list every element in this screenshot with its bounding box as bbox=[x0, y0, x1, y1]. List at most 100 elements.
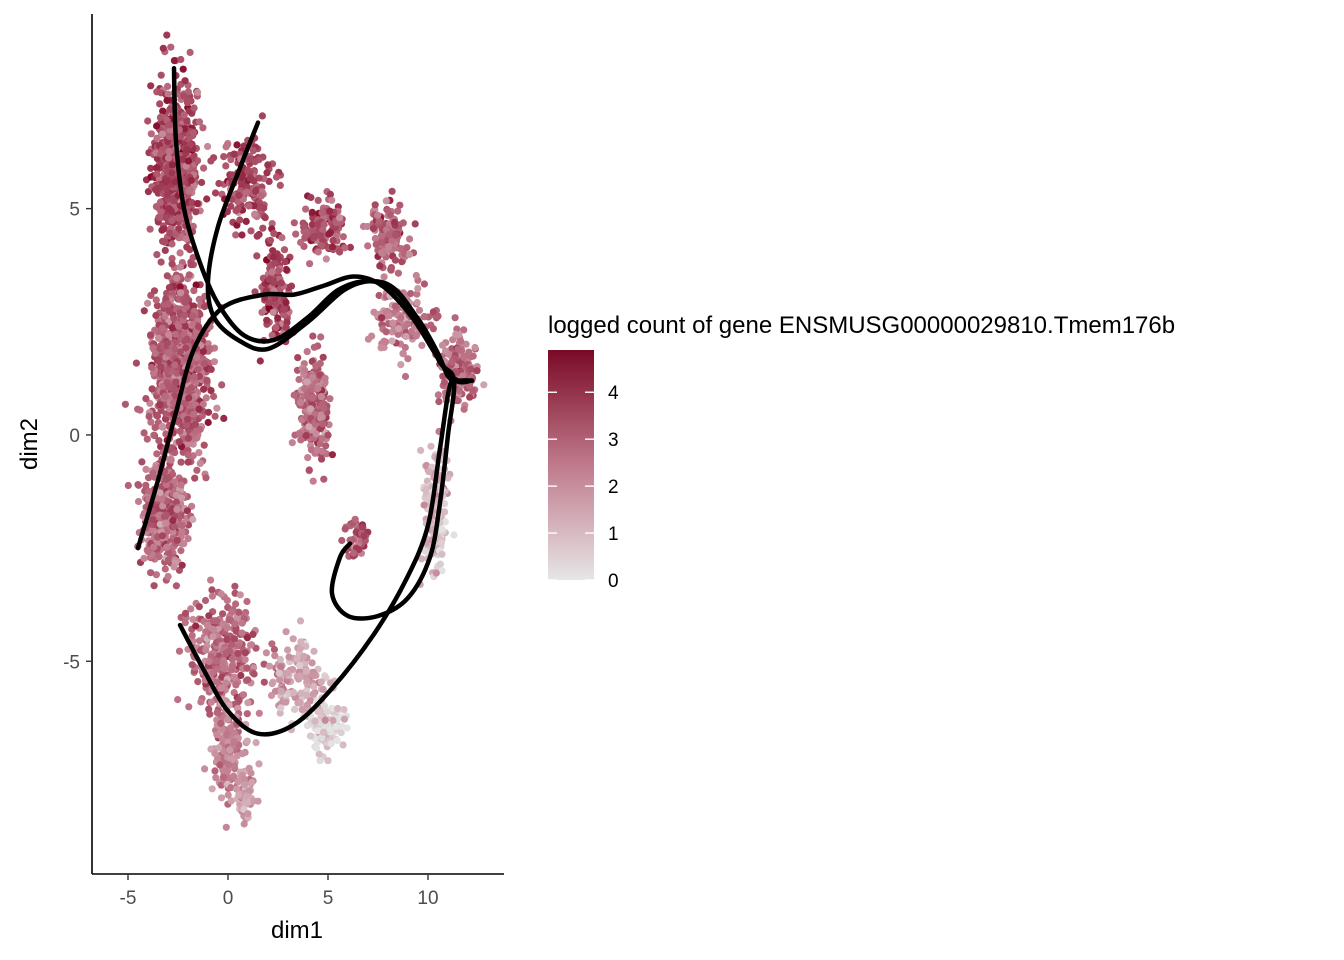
data-point bbox=[177, 481, 185, 489]
data-point bbox=[268, 680, 276, 688]
data-point bbox=[434, 312, 442, 320]
data-point bbox=[171, 392, 179, 400]
data-point bbox=[143, 435, 151, 443]
data-point bbox=[385, 242, 393, 251]
data-point bbox=[455, 387, 463, 395]
data-point bbox=[247, 641, 255, 649]
data-point bbox=[140, 307, 148, 315]
data-point bbox=[220, 414, 228, 422]
data-point bbox=[165, 121, 174, 129]
data-point bbox=[162, 214, 170, 222]
data-point bbox=[155, 357, 163, 365]
data-point bbox=[383, 206, 391, 214]
data-point bbox=[310, 647, 318, 655]
data-point bbox=[308, 208, 316, 216]
data-point bbox=[228, 666, 236, 674]
y-axis-title: dim2 bbox=[16, 418, 43, 470]
data-point bbox=[244, 166, 252, 174]
data-point bbox=[173, 536, 181, 544]
data-point bbox=[165, 132, 173, 140]
data-point bbox=[201, 765, 209, 773]
data-point bbox=[382, 338, 390, 346]
data-point bbox=[195, 449, 203, 457]
data-point bbox=[145, 412, 153, 420]
data-point bbox=[243, 710, 251, 718]
data-point bbox=[146, 399, 154, 407]
data-point bbox=[184, 88, 192, 96]
data-point bbox=[303, 348, 311, 356]
data-point bbox=[256, 357, 264, 365]
data-point bbox=[316, 757, 324, 765]
data-point bbox=[178, 521, 186, 530]
data-point bbox=[401, 372, 410, 381]
data-point bbox=[163, 366, 171, 374]
data-point bbox=[314, 196, 322, 204]
data-point bbox=[243, 737, 251, 745]
data-point bbox=[159, 44, 167, 52]
data-point bbox=[341, 525, 349, 533]
data-point bbox=[153, 412, 162, 420]
data-point bbox=[282, 698, 290, 706]
data-point bbox=[201, 596, 210, 605]
data-point bbox=[411, 220, 419, 228]
data-point bbox=[183, 507, 191, 515]
data-point bbox=[440, 378, 448, 386]
data-point bbox=[164, 556, 173, 564]
data-point bbox=[163, 191, 172, 199]
data-point bbox=[167, 43, 175, 51]
data-point bbox=[259, 224, 267, 232]
data-point bbox=[434, 391, 442, 399]
data-point bbox=[144, 547, 152, 556]
data-point bbox=[376, 262, 384, 270]
data-point bbox=[460, 353, 468, 362]
data-point bbox=[303, 721, 311, 730]
data-point bbox=[270, 229, 278, 237]
data-point bbox=[389, 319, 397, 327]
data-point bbox=[266, 298, 274, 306]
data-point bbox=[181, 399, 189, 407]
data-point bbox=[438, 550, 446, 558]
data-point bbox=[277, 687, 285, 695]
data-point bbox=[271, 259, 279, 267]
data-point bbox=[225, 647, 234, 655]
data-point bbox=[296, 699, 304, 707]
data-point bbox=[179, 65, 187, 73]
data-point bbox=[402, 332, 410, 341]
data-point bbox=[149, 469, 157, 477]
data-point bbox=[163, 543, 171, 551]
data-point bbox=[241, 799, 249, 807]
data-point bbox=[308, 373, 317, 382]
y-tick-label: 0 bbox=[69, 426, 80, 447]
data-point bbox=[266, 236, 275, 244]
data-point bbox=[193, 200, 201, 208]
data-point bbox=[153, 122, 161, 130]
data-point bbox=[166, 126, 175, 135]
data-point bbox=[282, 628, 290, 636]
data-point bbox=[211, 189, 220, 197]
data-point bbox=[217, 590, 225, 598]
data-point bbox=[203, 621, 211, 629]
data-point bbox=[237, 671, 245, 680]
data-point bbox=[199, 400, 207, 408]
data-point bbox=[327, 740, 335, 748]
data-point bbox=[213, 709, 221, 717]
data-point bbox=[316, 359, 324, 368]
data-point bbox=[145, 487, 153, 495]
data-point bbox=[378, 314, 386, 322]
data-point bbox=[148, 385, 156, 393]
data-point bbox=[155, 437, 163, 445]
data-point bbox=[319, 685, 327, 694]
data-point bbox=[323, 708, 331, 716]
data-point bbox=[425, 468, 433, 476]
data-point bbox=[224, 760, 233, 769]
data-point bbox=[303, 393, 311, 401]
data-point bbox=[328, 196, 336, 204]
data-point bbox=[234, 198, 242, 206]
data-point bbox=[192, 281, 200, 289]
data-point bbox=[173, 274, 181, 282]
data-point bbox=[207, 387, 215, 395]
data-point bbox=[230, 673, 238, 681]
data-point bbox=[184, 458, 192, 466]
data-point bbox=[153, 450, 161, 458]
data-point bbox=[230, 635, 239, 643]
